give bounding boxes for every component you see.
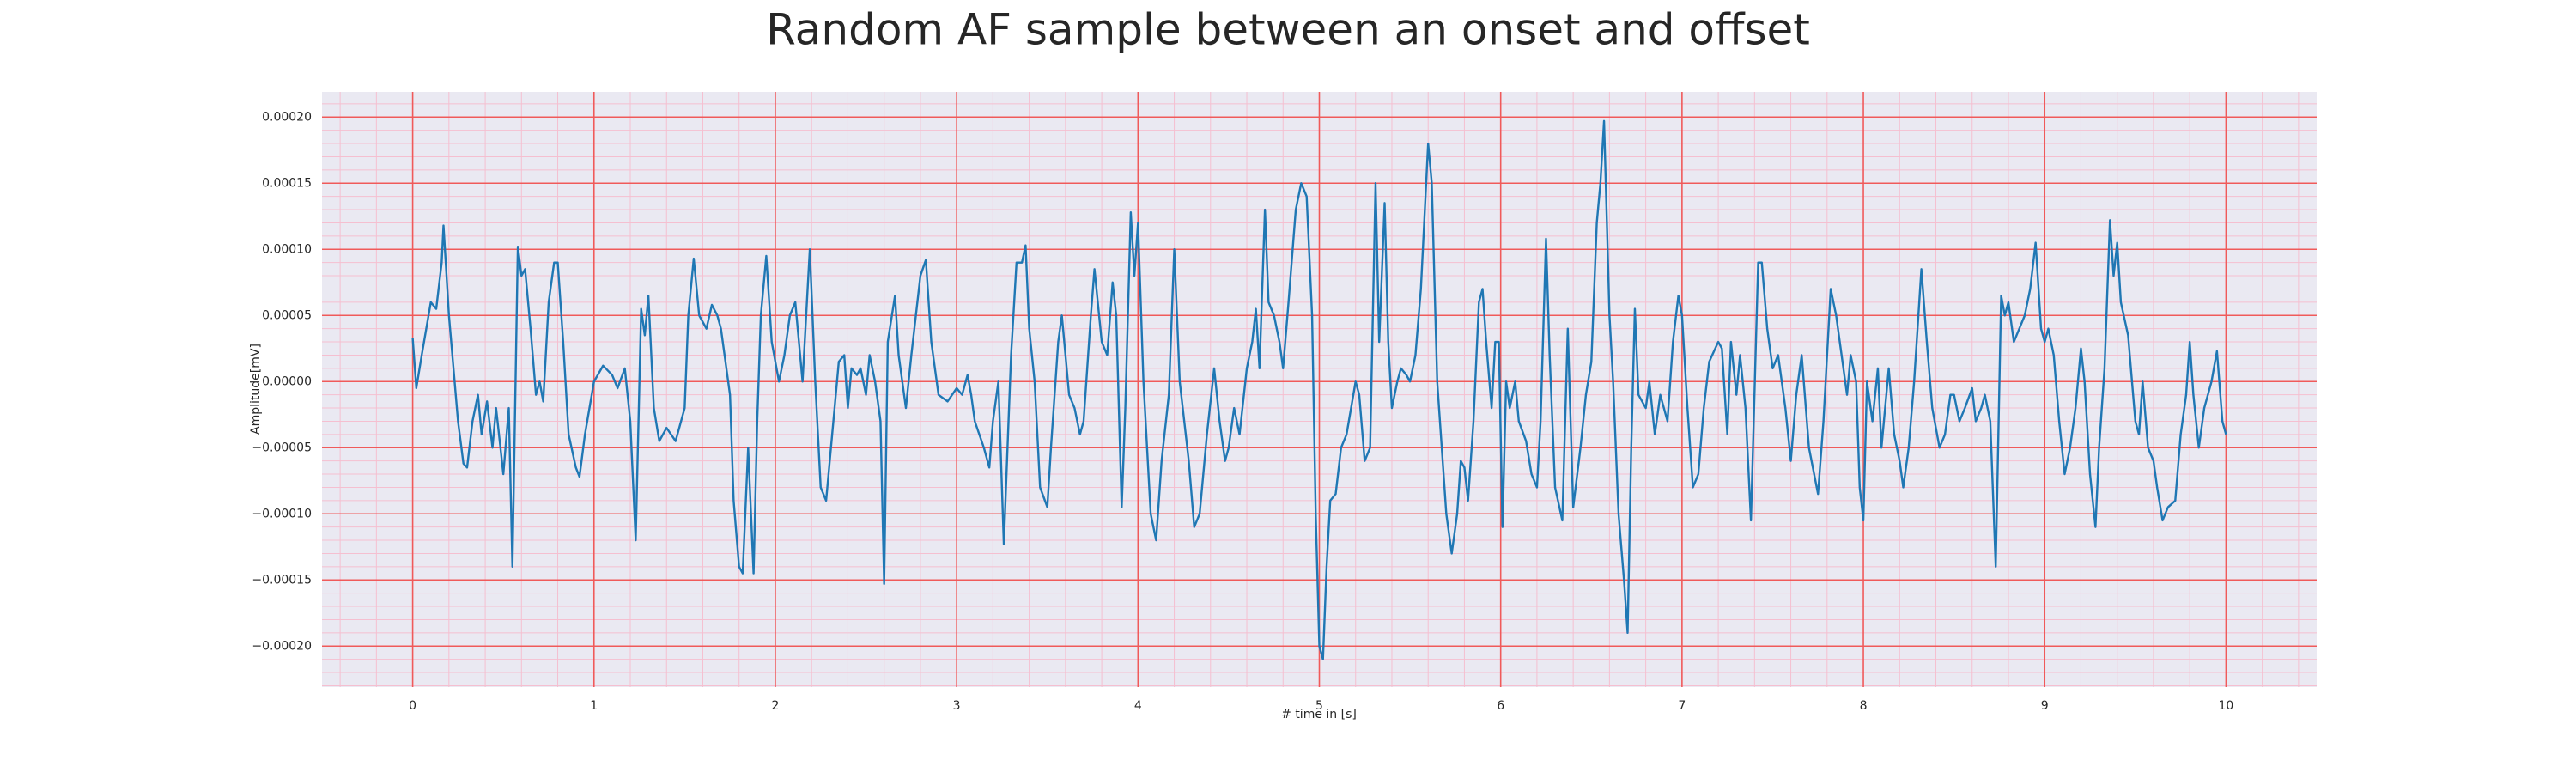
y-tick-label: 0.00015: [262, 176, 312, 190]
y-axis-label: Amplitude[mV]: [249, 344, 263, 435]
y-tick-label: 0.00005: [262, 308, 312, 322]
x-tick-label: 0: [409, 699, 416, 713]
x-tick-label: 3: [953, 699, 961, 713]
y-tick-label: −0.00005: [252, 441, 312, 454]
x-tick-label: 5: [1315, 699, 1323, 713]
x-tick-label: 9: [2041, 699, 2049, 713]
x-tick-label: 8: [1860, 699, 1868, 713]
y-tick-label: −0.00015: [252, 573, 312, 587]
chart-title: Random AF sample between an onset and of…: [766, 5, 1810, 55]
x-tick-label: 10: [2218, 699, 2233, 713]
y-tick-label: 0.00010: [262, 242, 312, 256]
x-axis-label: # time in [s]: [1281, 708, 1357, 721]
y-tick-label: −0.00020: [252, 639, 312, 653]
x-tick-label: 1: [590, 699, 598, 713]
x-tick-label: 7: [1678, 699, 1686, 713]
x-tick-label: 6: [1497, 699, 1504, 713]
y-tick-label: 0.00020: [262, 110, 312, 124]
signal-line: [411, 119, 2227, 660]
y-tick-label: −0.00010: [252, 507, 312, 520]
x-tick-label: 4: [1134, 699, 1142, 713]
y-tick-label: 0.00000: [262, 374, 312, 388]
x-tick-label: 2: [771, 699, 779, 713]
